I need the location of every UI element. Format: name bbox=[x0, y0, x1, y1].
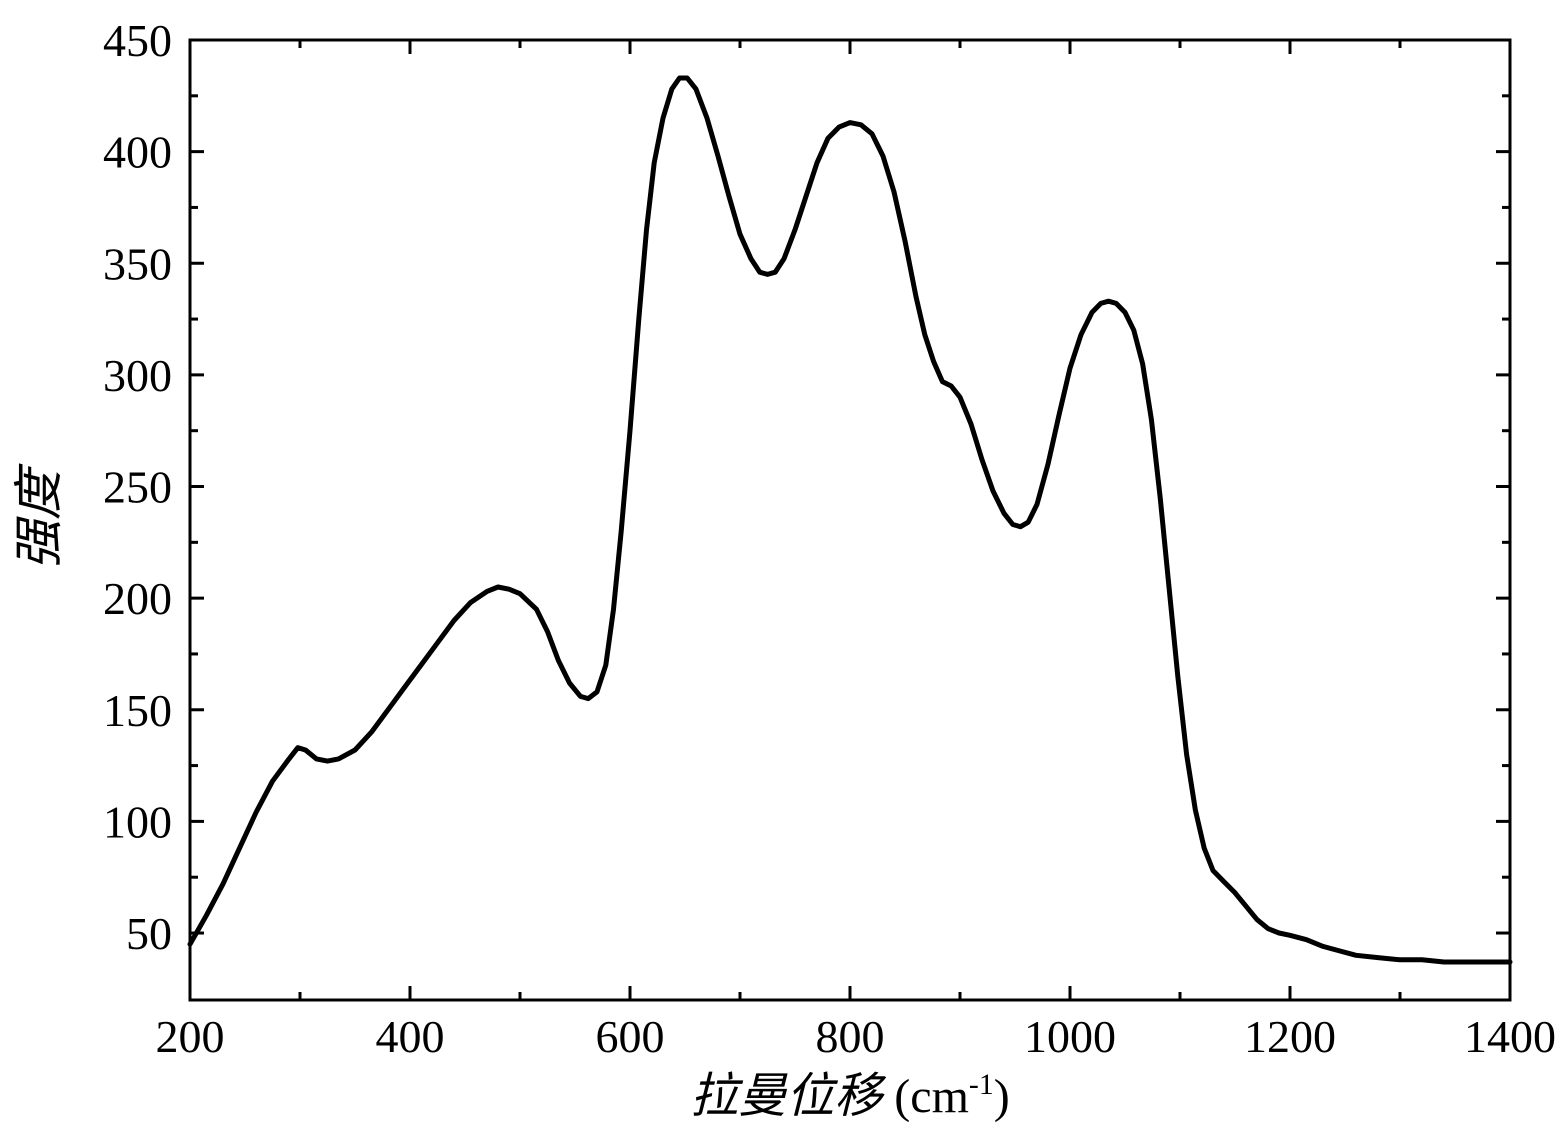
y-tick-label: 150 bbox=[103, 685, 172, 736]
x-tick-label: 1400 bbox=[1464, 1011, 1556, 1062]
x-tick-label: 600 bbox=[596, 1011, 665, 1062]
y-tick-label: 100 bbox=[103, 796, 172, 847]
y-tick-label: 200 bbox=[103, 573, 172, 624]
x-tick-label: 200 bbox=[156, 1011, 225, 1062]
y-tick-label: 450 bbox=[103, 15, 172, 66]
y-tick-label: 50 bbox=[126, 908, 172, 959]
x-tick-label: 1200 bbox=[1244, 1011, 1336, 1062]
y-axis-label: 强度 bbox=[11, 463, 67, 570]
raman-spectrum-chart: 200 400 600 800 1000 1200 1400 50 100 150 200 250 30… bbox=[0, 0, 1560, 1148]
y-tick-label: 250 bbox=[103, 462, 172, 513]
x-tick-label: 1000 bbox=[1024, 1011, 1116, 1062]
x-tick-label: 400 bbox=[376, 1011, 445, 1062]
x-tick-label: 800 bbox=[816, 1011, 885, 1062]
y-tick-label: 300 bbox=[103, 350, 172, 401]
y-tick-label: 350 bbox=[103, 238, 172, 289]
y-tick-label: 400 bbox=[103, 127, 172, 178]
x-axis-label: 拉曼位移 (cm-1) bbox=[690, 1068, 1009, 1123]
